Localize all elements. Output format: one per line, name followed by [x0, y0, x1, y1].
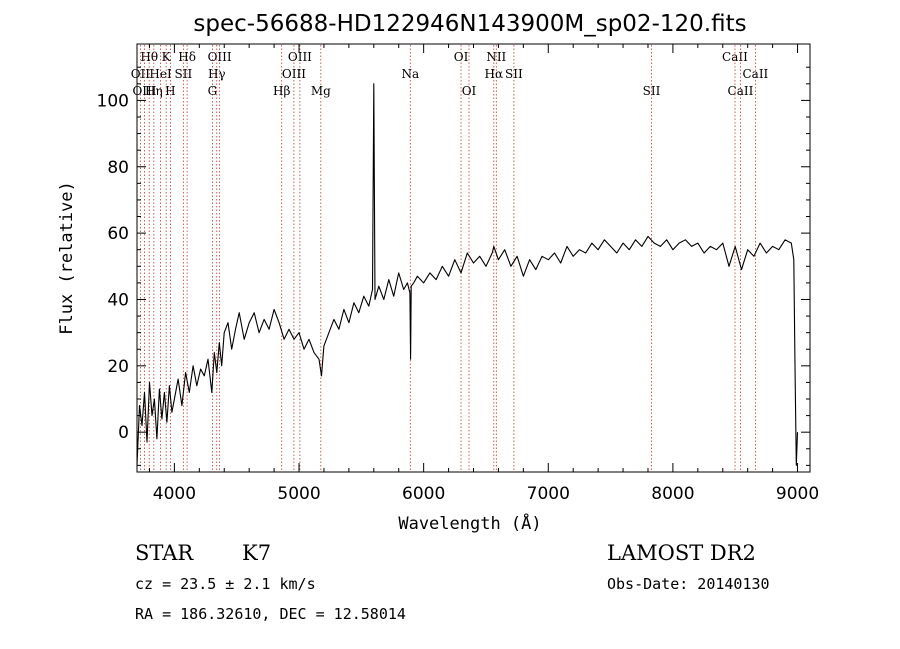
x-tick-label: 9000 — [776, 484, 819, 504]
x-axis-label: Wavelength (Å) — [398, 512, 541, 534]
spectral-line-label: Mg — [311, 84, 331, 98]
x-tick-label: 5000 — [277, 484, 320, 504]
y-tick-label: 20 — [107, 357, 129, 377]
spectral-line-label: Hβ — [273, 84, 290, 98]
x-tick-label: 4000 — [153, 484, 196, 504]
coords-text: RA = 186.32610, DEC = 12.58014 — [135, 605, 406, 623]
obs-date-text: Obs-Date: 20140130 — [607, 575, 770, 593]
spectral-line-label: OIII — [282, 67, 306, 81]
survey-name: LAMOST DR2 — [607, 541, 756, 565]
spectral-line-label: OI — [462, 84, 477, 98]
spectral-line-label: OIII — [208, 50, 232, 64]
spectral-line-label: SII — [505, 67, 523, 81]
y-tick-label: 40 — [107, 290, 129, 310]
spectrum-line — [136, 83, 799, 466]
y-axis-label: Flux (relative) — [57, 181, 77, 335]
y-axis: 0 20 40 60 80 100 — [97, 66, 810, 466]
spectral-line-label: Hα — [485, 67, 504, 81]
plot-frame — [136, 43, 811, 473]
chart-title: spec-56688-HD122946N143900M_sp02-120.fit… — [193, 11, 746, 37]
spectral-line-label: G — [208, 84, 218, 98]
y-tick-label: 80 — [107, 158, 129, 178]
spectral-line-label: Hθ — [140, 50, 158, 64]
y-tick-label: 60 — [107, 224, 129, 244]
spectral-line-label: SII — [175, 67, 193, 81]
x-tick-label: 8000 — [651, 484, 694, 504]
spectral-line-label: Hγ — [208, 67, 226, 81]
spectral-line-label: CaII — [742, 67, 768, 81]
redshift-text: cz = 23.5 ± 2.1 km/s — [135, 575, 316, 593]
spectral-line-label: OII — [131, 67, 151, 81]
spectral-line-label: Na — [401, 67, 419, 81]
spectral-line-label: NII — [486, 50, 506, 64]
x-tick-label: 6000 — [402, 484, 445, 504]
spectral-line-label: Hδ — [178, 50, 196, 64]
object-subclass: K7 — [242, 541, 271, 565]
spectral-line-label: SII — [643, 84, 661, 98]
spectral-line-label: CaII — [728, 84, 754, 98]
spectrum-series — [136, 83, 799, 466]
spectral-line-label: OIII — [132, 84, 156, 98]
y-tick-label: 100 — [97, 91, 129, 111]
x-axis: 4000 5000 6000 7000 8000 9000 — [148, 44, 819, 504]
spectral-line-label: HeI — [149, 67, 172, 81]
spectral-line-label: Hη — [145, 84, 163, 98]
spectral-line-label: OIII — [288, 50, 312, 64]
y-tick-label: 0 — [118, 423, 129, 443]
spectral-line-label: OI — [454, 50, 469, 64]
object-class: STAR — [135, 541, 194, 565]
spectral-line-label: CaII — [722, 50, 748, 64]
spectral-line-label: K — [162, 50, 172, 64]
x-tick-label: 7000 — [527, 484, 570, 504]
spectral-line-label: H — [165, 84, 175, 98]
